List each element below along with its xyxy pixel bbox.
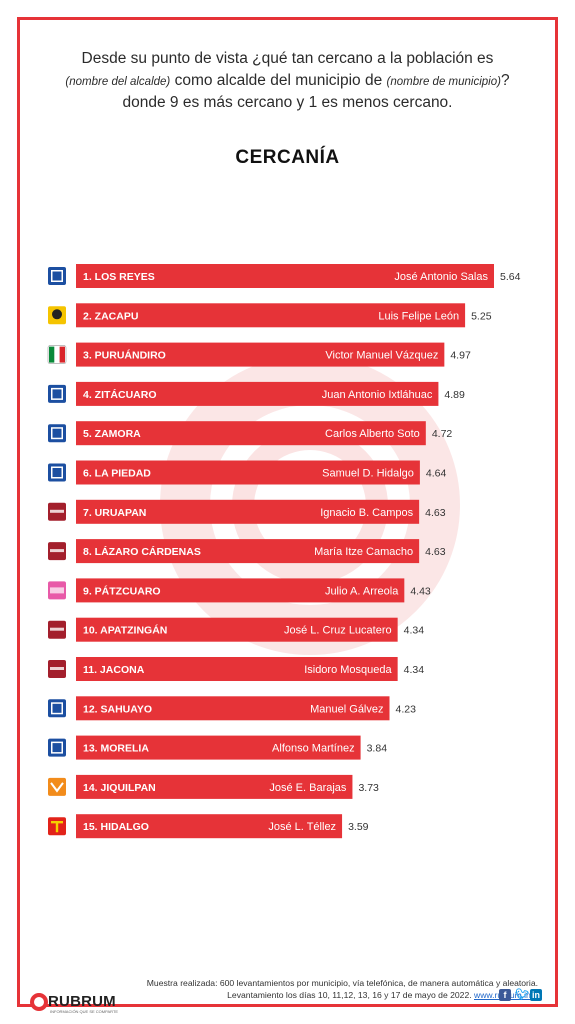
prd-icon bbox=[48, 306, 66, 325]
bar bbox=[76, 696, 390, 721]
bar bbox=[76, 342, 445, 367]
bar-category-label: 8. LÁZARO CÁRDENAS bbox=[83, 545, 201, 558]
chart-title: CERCANÍA bbox=[235, 147, 340, 168]
bar bbox=[76, 774, 353, 799]
bar-category-label: 14. JIQUILPAN bbox=[83, 782, 156, 794]
bar-name-label: José L. Téllez bbox=[268, 821, 336, 833]
bar bbox=[76, 303, 466, 328]
bar-category-label: 12. SAHUAYO bbox=[83, 703, 152, 715]
pt-icon bbox=[48, 817, 66, 836]
bar-name-label: José L. Cruz Lucatero bbox=[284, 625, 392, 637]
bar-value-label: 3.84 bbox=[367, 743, 388, 755]
logo-circle-icon bbox=[30, 993, 48, 1011]
rubrum-logo: RUBRUM INFORMACIÓN QUE SE COMPARTE bbox=[30, 990, 130, 1014]
morena-icon bbox=[48, 542, 66, 561]
twitter-icon[interactable]: 🐦︎ bbox=[515, 989, 529, 1001]
bar-name-label: Juan Antonio Ixtláhuac bbox=[322, 389, 433, 401]
bar-name-label: Carlos Alberto Soto bbox=[325, 428, 420, 440]
bar-value-label: 3.59 bbox=[348, 821, 369, 833]
bar-value-label: 4.97 bbox=[450, 350, 471, 362]
logo-tagline: INFORMACIÓN QUE SE COMPARTE bbox=[50, 1009, 119, 1014]
bar-category-label: 11. JACONA bbox=[83, 664, 145, 676]
bar-value-label: 4.34 bbox=[404, 625, 425, 637]
bar-value-label: 4.63 bbox=[425, 507, 446, 519]
footer-sample-note: Muestra realizada: 600 levantamientos po… bbox=[146, 978, 538, 988]
bar bbox=[76, 264, 494, 288]
bar bbox=[76, 460, 420, 485]
footer-date-note: Levantamiento los días 10, 11,12, 13, 16… bbox=[80, 990, 538, 1000]
bar bbox=[76, 578, 405, 603]
bar-name-label: María Itze Camacho bbox=[314, 546, 413, 558]
pri-icon bbox=[47, 345, 67, 364]
bar-value-label: 4.64 bbox=[426, 468, 447, 480]
bar-name-label: José E. Barajas bbox=[269, 782, 347, 794]
bar bbox=[76, 814, 343, 839]
bar-name-label: Samuel D. Hidalgo bbox=[322, 468, 414, 480]
bar-name-label: Manuel Gálvez bbox=[310, 703, 383, 715]
fxm-icon bbox=[48, 581, 66, 600]
morena-icon bbox=[48, 502, 66, 521]
bar bbox=[76, 421, 426, 446]
bar-name-label: Victor Manuel Vázquez bbox=[325, 350, 438, 362]
bar-category-label: 3. PURUÁNDIRO bbox=[83, 349, 166, 362]
bar-value-label: 3.73 bbox=[358, 782, 379, 794]
bar-value-label: 4.43 bbox=[410, 585, 431, 597]
bar-category-label: 5. ZAMORA bbox=[83, 428, 141, 440]
bar-category-label: 4. ZITÁCUARO bbox=[83, 388, 157, 401]
question-line-2: (nombre del alcalde) como alcalde del mu… bbox=[65, 72, 510, 89]
bar-name-label: José Antonio Salas bbox=[394, 271, 488, 283]
logo-wordmark: RUBRUM bbox=[48, 993, 116, 1010]
bar-value-label: 4.23 bbox=[396, 703, 417, 715]
bar-value-label: 5.25 bbox=[471, 310, 492, 322]
pan-icon bbox=[48, 424, 66, 443]
bar-name-label: Julio A. Arreola bbox=[325, 585, 399, 597]
facebook-icon[interactable]: f bbox=[499, 989, 511, 1001]
bar-category-label: 6. LA PIEDAD bbox=[83, 468, 151, 480]
pan-icon bbox=[48, 384, 66, 403]
linkedin-icon[interactable]: in bbox=[530, 989, 542, 1001]
question-line-1: Desde su punto de vista ¿qué tan cercano… bbox=[81, 50, 494, 67]
bar bbox=[76, 735, 361, 760]
bar-category-label: 2. ZACAPU bbox=[83, 310, 138, 322]
bar-name-label: Ignacio B. Campos bbox=[320, 507, 413, 519]
morena-icon bbox=[48, 660, 66, 678]
bar-name-label: Luis Felipe León bbox=[378, 310, 459, 322]
bar bbox=[76, 499, 420, 524]
bar-category-label: 13. MORELIA bbox=[83, 743, 149, 755]
bar-name-label: Isidoro Mosqueda bbox=[304, 664, 392, 676]
bar-value-label: 4.89 bbox=[444, 389, 465, 401]
bar bbox=[76, 657, 398, 681]
pan-icon bbox=[48, 699, 66, 718]
bar-name-label: Alfonso Martínez bbox=[272, 743, 355, 755]
pan-icon bbox=[48, 267, 66, 285]
bar bbox=[76, 617, 398, 642]
morena-icon bbox=[48, 620, 66, 639]
pan-icon bbox=[48, 463, 66, 482]
bar-category-label: 15. HIDALGO bbox=[83, 821, 149, 833]
bar-value-label: 5.64 bbox=[500, 271, 521, 283]
mc-icon bbox=[48, 777, 66, 796]
bar-value-label: 4.34 bbox=[404, 664, 425, 676]
bar-value-label: 4.63 bbox=[425, 546, 446, 558]
pan-icon bbox=[48, 738, 66, 757]
bar-category-label: 7. URUAPAN bbox=[83, 507, 146, 519]
bar-category-label: 9. PÁTZCUARO bbox=[83, 584, 161, 597]
question-line-3: donde 9 es más cercano y 1 es menos cerc… bbox=[122, 94, 453, 111]
bar-category-label: 1. LOS REYES bbox=[83, 271, 155, 283]
bar bbox=[76, 539, 420, 564]
bar-value-label: 4.72 bbox=[432, 428, 453, 440]
bar-category-label: 10. APATZINGÁN bbox=[83, 624, 167, 637]
bar bbox=[76, 381, 439, 406]
